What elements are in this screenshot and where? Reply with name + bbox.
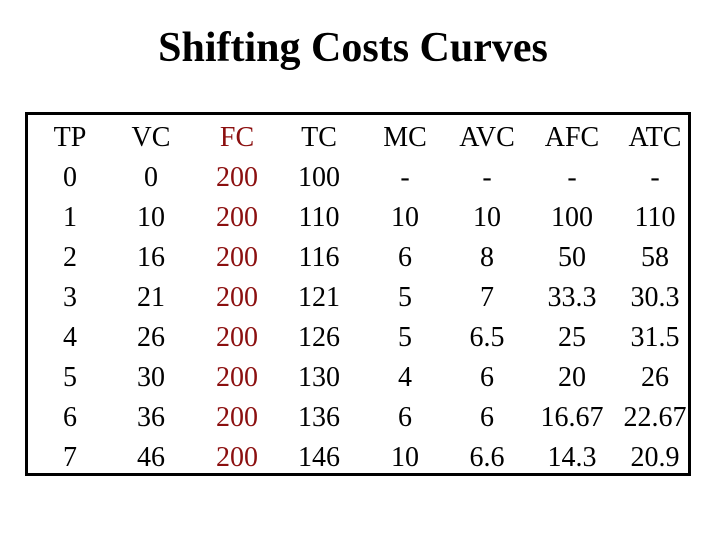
table-row: 3 21 200 121 5 7 33.3 30.3 xyxy=(28,277,694,319)
cell-tc: 121 xyxy=(298,282,340,313)
cell-afc: 50 xyxy=(558,242,586,273)
cell-avc: 8 xyxy=(480,242,494,273)
cell-fc: 200 xyxy=(216,162,258,193)
cell-tp: 5 xyxy=(63,362,77,393)
cell-tp: 2 xyxy=(63,242,77,273)
cell-mc: 4 xyxy=(398,362,412,393)
cell-vc: 10 xyxy=(137,202,165,233)
cell-atc: 30.3 xyxy=(630,282,680,313)
cell-mc: 6 xyxy=(398,242,412,273)
cell-afc: 14.3 xyxy=(547,442,597,473)
table-row: 7 46 200 146 10 6.6 14.3 20.9 xyxy=(28,437,694,479)
cell-tc: 130 xyxy=(298,362,340,393)
cell-vc: 21 xyxy=(137,282,165,313)
cell-avc: 6.6 xyxy=(469,442,505,473)
header-atc: ATC xyxy=(628,122,682,153)
cell-tp: 4 xyxy=(63,322,77,353)
cell-vc: 26 xyxy=(137,322,165,353)
cell-mc: 10 xyxy=(391,202,419,233)
cell-vc: 0 xyxy=(144,162,158,193)
header-avc: AVC xyxy=(459,122,515,153)
cost-table: TP VC FC TC MC AVC AFC ATC 0 0 200 100- - - -1 10 200 110… xyxy=(25,112,691,476)
cell-atc: 110 xyxy=(634,202,676,233)
cell-vc: 46 xyxy=(137,442,165,473)
cell-fc: 200 xyxy=(216,362,258,393)
cell-avc: 6 xyxy=(480,402,494,433)
cell-fc: 200 xyxy=(216,322,258,353)
cell-avc: 6.5 xyxy=(469,322,505,353)
header-mc: MC xyxy=(383,122,427,153)
cell-tp: 7 xyxy=(63,442,77,473)
cell-avc: 7 xyxy=(480,282,494,313)
cell-fc: 200 xyxy=(216,442,258,473)
cell-tc: 126 xyxy=(298,322,340,353)
table-header-row: TP VC FC TC MC AVC AFC ATC xyxy=(28,117,694,159)
table-row: 1 10 200 110 10 10 100 110 xyxy=(28,197,694,239)
cell-fc: 200 xyxy=(216,202,258,233)
cell-tp: 0 xyxy=(63,162,77,193)
cell-afc: 33.3 xyxy=(547,282,597,313)
cell-atc: 31.5 xyxy=(630,322,680,353)
table-row: 6 36 200 136 6 6 16.67 22.67 xyxy=(28,397,694,439)
cell-avc: 10 xyxy=(473,202,501,233)
cell-mc: 6 xyxy=(398,402,412,433)
table-row: 5 30 200 130 4 6 20 26 xyxy=(28,357,694,399)
cell-mc: 10 xyxy=(391,442,419,473)
header-tp: TP xyxy=(53,122,87,153)
cell-avc: - xyxy=(482,162,492,193)
cell-tc: 110 xyxy=(298,202,340,233)
cell-avc: 6 xyxy=(480,362,494,393)
cell-atc: 58 xyxy=(641,242,669,273)
cell-mc: 5 xyxy=(398,282,412,313)
cell-atc: 20.9 xyxy=(630,442,680,473)
cell-tp: 6 xyxy=(63,402,77,433)
cell-atc: 26 xyxy=(641,362,669,393)
header-afc: AFC xyxy=(544,122,600,153)
cell-afc: - xyxy=(567,162,577,193)
cell-atc: 22.67 xyxy=(623,402,687,433)
cell-afc: 25 xyxy=(558,322,586,353)
cell-tp: 1 xyxy=(63,202,77,233)
cell-tc: 136 xyxy=(298,402,340,433)
cell-afc: 16.67 xyxy=(540,402,604,433)
cell-tc: 146 xyxy=(298,442,340,473)
cell-vc: 36 xyxy=(137,402,165,433)
table-row: 2 16 200 116 6 8 50 58 xyxy=(28,237,694,279)
cell-vc: 30 xyxy=(137,362,165,393)
table-row: 0 0 200 100 - - - - xyxy=(28,157,694,199)
cell-afc: 100 xyxy=(551,202,593,233)
cell-tc: 100 xyxy=(298,162,340,193)
cell-mc: 5 xyxy=(398,322,412,353)
page-title: Shifting Costs Curves xyxy=(158,25,548,71)
cell-fc: 200 xyxy=(216,242,258,273)
cell-tp: 3 xyxy=(63,282,77,313)
cell-tc: 116 xyxy=(298,242,340,273)
cell-afc: 20 xyxy=(558,362,586,393)
cell-vc: 16 xyxy=(137,242,165,273)
cell-mc: - xyxy=(400,162,410,193)
header-vc: VC xyxy=(131,122,171,153)
cell-fc: 200 xyxy=(216,402,258,433)
cell-atc: - xyxy=(650,162,660,193)
header-tc: TC xyxy=(301,122,337,153)
table-row: 4 26 200 126 5 6.5 25 31.5 xyxy=(28,317,694,359)
cell-fc: 200 xyxy=(216,282,258,313)
header-fc: FC xyxy=(219,122,255,153)
